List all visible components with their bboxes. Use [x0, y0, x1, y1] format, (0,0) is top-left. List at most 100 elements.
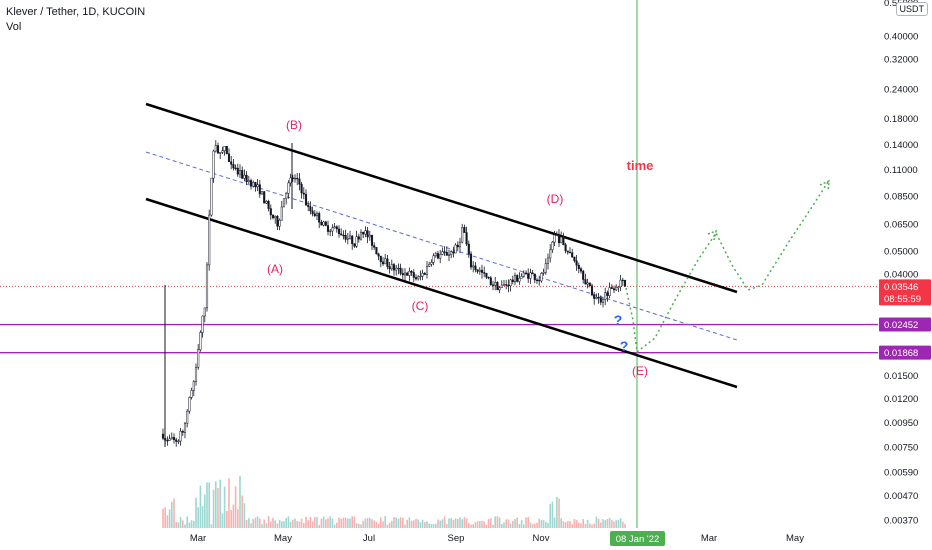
time-tick-label: Jul	[363, 533, 375, 544]
level-price-label: 0.02452	[884, 320, 918, 331]
volume-bar	[333, 524, 336, 528]
volume-bar	[399, 517, 402, 528]
candle-body	[293, 177, 297, 180]
volume-bar	[474, 522, 477, 528]
volume-bar	[259, 518, 261, 528]
volume-bar	[558, 498, 560, 528]
candle-body	[179, 431, 182, 442]
volume-bar	[459, 517, 461, 528]
candle-body	[450, 251, 453, 256]
candle-body	[351, 235, 354, 245]
candle-body	[183, 422, 187, 433]
candle-body	[538, 279, 541, 282]
volume-bar	[520, 520, 523, 528]
volume-bar	[538, 518, 540, 528]
candle-body	[430, 262, 433, 265]
candle-body	[364, 230, 367, 235]
candle-body	[535, 279, 539, 282]
volume-bar	[228, 478, 230, 528]
candle-body	[342, 234, 345, 237]
candle-body	[335, 226, 338, 230]
volume-bar	[507, 519, 510, 528]
volume-bar	[551, 501, 554, 528]
level-price-tag	[879, 317, 931, 332]
candle-body	[474, 265, 477, 270]
candle-body	[379, 255, 382, 263]
volume-bar	[369, 517, 371, 528]
volume-bar	[212, 489, 215, 528]
volume-bar	[366, 518, 369, 528]
volume-bar	[569, 521, 571, 528]
volume-bar	[184, 524, 186, 528]
candle-body	[399, 267, 402, 274]
volume-bar	[267, 516, 270, 528]
volume-bar	[615, 520, 617, 528]
volume-bar	[327, 518, 329, 528]
candle-body	[579, 268, 583, 272]
volume-bar	[562, 521, 565, 528]
volume-bar	[331, 518, 334, 528]
volume-bar	[377, 523, 380, 528]
candle-body	[458, 241, 462, 248]
candle-body	[175, 439, 178, 442]
volume-bar	[272, 517, 274, 528]
candle-body	[348, 235, 352, 239]
candle-body	[555, 234, 558, 236]
volume-bar	[338, 517, 340, 528]
candle-body	[472, 265, 475, 268]
volume-bar	[437, 519, 439, 528]
candle-body	[289, 177, 292, 184]
candle-body	[509, 279, 512, 287]
candle-body	[417, 276, 420, 280]
volume-bar	[457, 518, 459, 528]
volume-bar	[624, 524, 626, 528]
candle-body	[621, 279, 624, 282]
volume-bar	[254, 517, 257, 528]
volume-bar	[556, 496, 558, 528]
volume-bar	[501, 523, 503, 528]
candle-body	[595, 297, 598, 299]
volume-bar	[560, 518, 562, 528]
currency-unit-badge[interactable]: USDT	[895, 2, 928, 16]
volume-indicator-label[interactable]: Vol	[6, 21, 22, 33]
last-price-tag	[879, 279, 931, 306]
countdown-label: 08:55:59	[884, 294, 921, 305]
candle-body	[529, 272, 532, 279]
candle-body	[575, 260, 578, 266]
candle-body	[414, 277, 418, 280]
candle-body	[533, 273, 536, 281]
candle-body	[432, 255, 435, 263]
candle-body	[298, 178, 301, 185]
candle-body	[463, 227, 466, 233]
volume-bar	[604, 520, 606, 528]
wave-label: (A)	[267, 262, 283, 276]
volume-bar	[340, 518, 342, 528]
candle-body	[278, 219, 281, 227]
time-tick-label: May	[786, 533, 804, 544]
volume-bar	[514, 519, 516, 528]
volume-bar	[294, 518, 296, 528]
volume-bar	[575, 519, 578, 528]
volume-bar	[358, 523, 360, 528]
projection-path	[625, 181, 829, 354]
candle-body	[247, 180, 250, 182]
candle-body	[381, 261, 385, 265]
candle-body	[331, 227, 334, 232]
candle-body	[408, 271, 411, 276]
candle-body	[443, 251, 446, 253]
volume-bar	[186, 516, 188, 528]
candle-body	[186, 410, 189, 424]
candle-body	[540, 273, 543, 282]
volume-bar	[347, 518, 349, 528]
volume-bar	[454, 518, 457, 528]
volume-bar	[602, 519, 604, 528]
wave-label: (D)	[547, 192, 564, 206]
candle-body	[461, 227, 464, 243]
candle-body	[412, 272, 415, 278]
symbol-title: Klever / Tether, 1D, KUCOIN	[6, 6, 146, 18]
candle-body	[216, 145, 220, 154]
candle-body	[395, 267, 398, 271]
time-annotation: time	[627, 158, 654, 173]
volume-bar	[305, 516, 307, 528]
